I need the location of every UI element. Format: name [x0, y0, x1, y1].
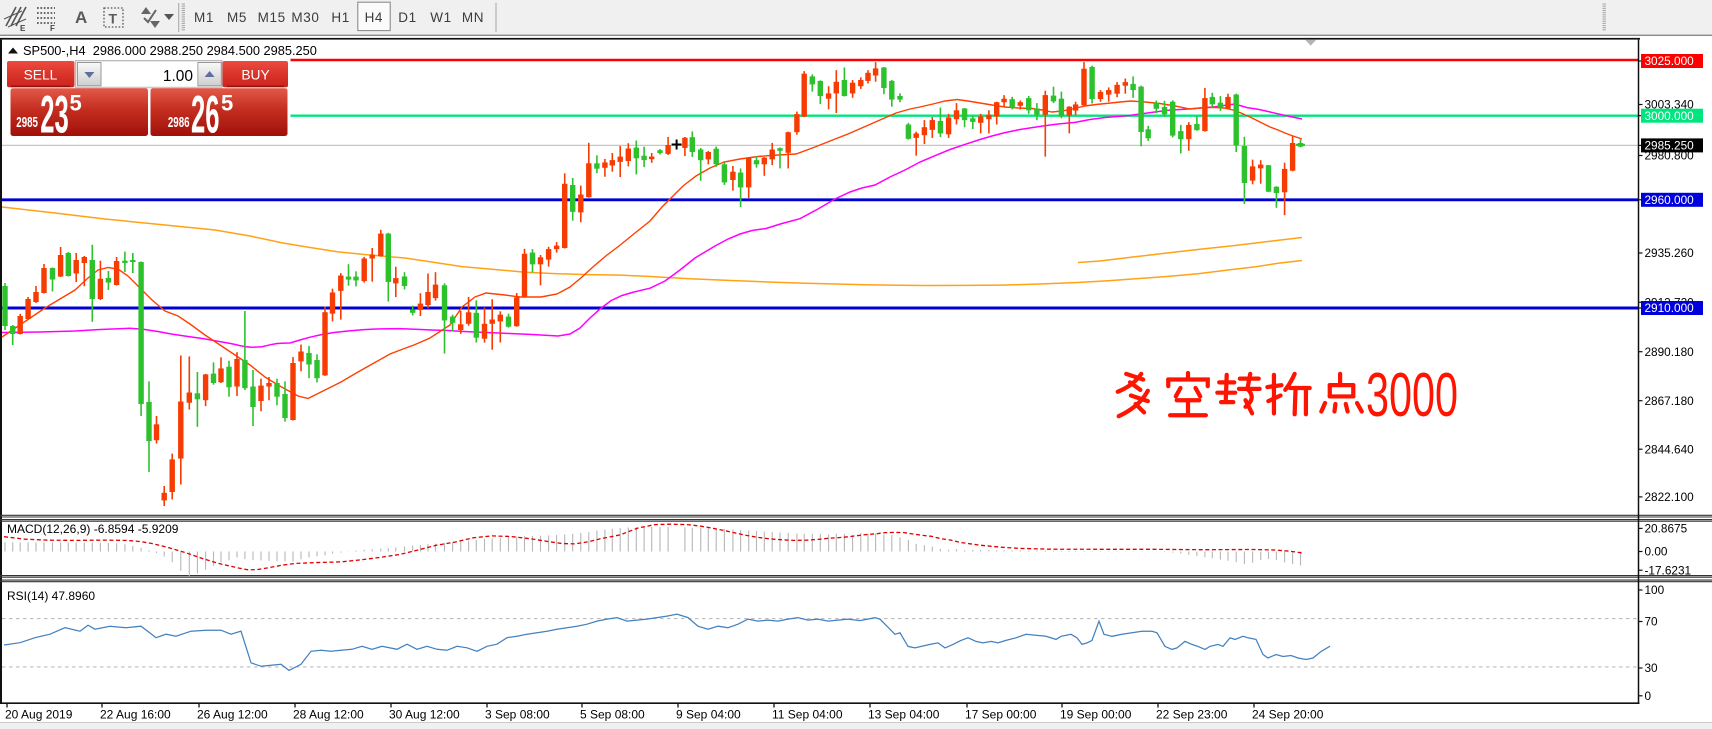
svg-text:T: T	[109, 11, 118, 27]
svg-text:28 Aug 12:00: 28 Aug 12:00	[293, 708, 364, 722]
svg-text:2867.180: 2867.180	[1645, 394, 1695, 408]
svg-text:2986: 2986	[168, 115, 190, 131]
svg-text:RSI(14) 47.8960: RSI(14) 47.8960	[7, 589, 95, 603]
svg-text:BUY: BUY	[241, 68, 269, 83]
svg-text:3000: 3000	[1366, 361, 1458, 430]
svg-text:A: A	[75, 8, 87, 27]
svg-text:2844.640: 2844.640	[1645, 442, 1695, 456]
svg-text:3003.340: 3003.340	[1645, 98, 1695, 112]
svg-text:2822.100: 2822.100	[1645, 490, 1695, 504]
svg-text:0.00: 0.00	[1645, 545, 1668, 559]
svg-text:M1: M1	[194, 10, 214, 25]
svg-text:2935.260: 2935.260	[1645, 246, 1695, 260]
svg-text:20 Aug 2019: 20 Aug 2019	[5, 708, 73, 722]
svg-text:2985: 2985	[16, 115, 38, 131]
svg-text:1.00: 1.00	[163, 68, 194, 85]
svg-text:3 Sep 08:00: 3 Sep 08:00	[485, 708, 550, 722]
svg-text:30: 30	[1645, 661, 1659, 675]
svg-text:26 Aug 12:00: 26 Aug 12:00	[197, 708, 268, 722]
svg-text:5 Sep 08:00: 5 Sep 08:00	[580, 708, 645, 722]
svg-text:MACD(12,26,9) -6.8594 -5.9209: MACD(12,26,9) -6.8594 -5.9209	[7, 522, 179, 536]
svg-text:H4: H4	[365, 10, 383, 25]
svg-text:2985.250: 2985.250	[1645, 139, 1695, 153]
svg-text:3025.000: 3025.000	[1645, 54, 1695, 68]
svg-text:MN: MN	[462, 10, 484, 25]
svg-text:H1: H1	[331, 10, 349, 25]
svg-text:9 Sep 04:00: 9 Sep 04:00	[676, 708, 741, 722]
svg-text:0: 0	[1645, 689, 1652, 703]
svg-text:5: 5	[70, 91, 82, 116]
svg-text:30 Aug 12:00: 30 Aug 12:00	[389, 708, 460, 722]
svg-text:2890.180: 2890.180	[1645, 345, 1695, 359]
svg-text:2910.000: 2910.000	[1645, 301, 1695, 315]
svg-text:22 Aug 16:00: 22 Aug 16:00	[100, 708, 171, 722]
svg-text:11 Sep 04:00: 11 Sep 04:00	[772, 708, 843, 722]
svg-text:F: F	[50, 24, 55, 33]
svg-text:SELL: SELL	[24, 68, 58, 83]
svg-text:-17.6231: -17.6231	[1645, 563, 1692, 577]
svg-text:24 Sep 20:00: 24 Sep 20:00	[1252, 708, 1324, 722]
svg-text:26: 26	[191, 86, 220, 145]
svg-text:2960.000: 2960.000	[1645, 193, 1695, 207]
svg-text:22 Sep 23:00: 22 Sep 23:00	[1156, 708, 1228, 722]
svg-text:23: 23	[40, 86, 69, 145]
svg-text:D1: D1	[398, 10, 416, 25]
svg-text:17 Sep 00:00: 17 Sep 00:00	[965, 708, 1037, 722]
svg-text:W1: W1	[430, 10, 451, 25]
svg-text:M15: M15	[258, 10, 286, 25]
svg-text:19 Sep 00:00: 19 Sep 00:00	[1060, 708, 1132, 722]
svg-text:M5: M5	[227, 10, 247, 25]
svg-text:SP500-,H4 2986.000 2988.250 2: SP500-,H4 2986.000 2988.250 2984.500 298…	[23, 43, 317, 58]
svg-text:70: 70	[1645, 615, 1659, 629]
svg-text:100: 100	[1645, 583, 1665, 597]
svg-text:3000.000: 3000.000	[1645, 109, 1695, 123]
svg-text:13 Sep 04:00: 13 Sep 04:00	[868, 708, 940, 722]
svg-text:E: E	[20, 24, 26, 33]
svg-text:5: 5	[221, 91, 233, 116]
svg-text:20.8675: 20.8675	[1645, 522, 1688, 536]
svg-text:M30: M30	[291, 10, 319, 25]
